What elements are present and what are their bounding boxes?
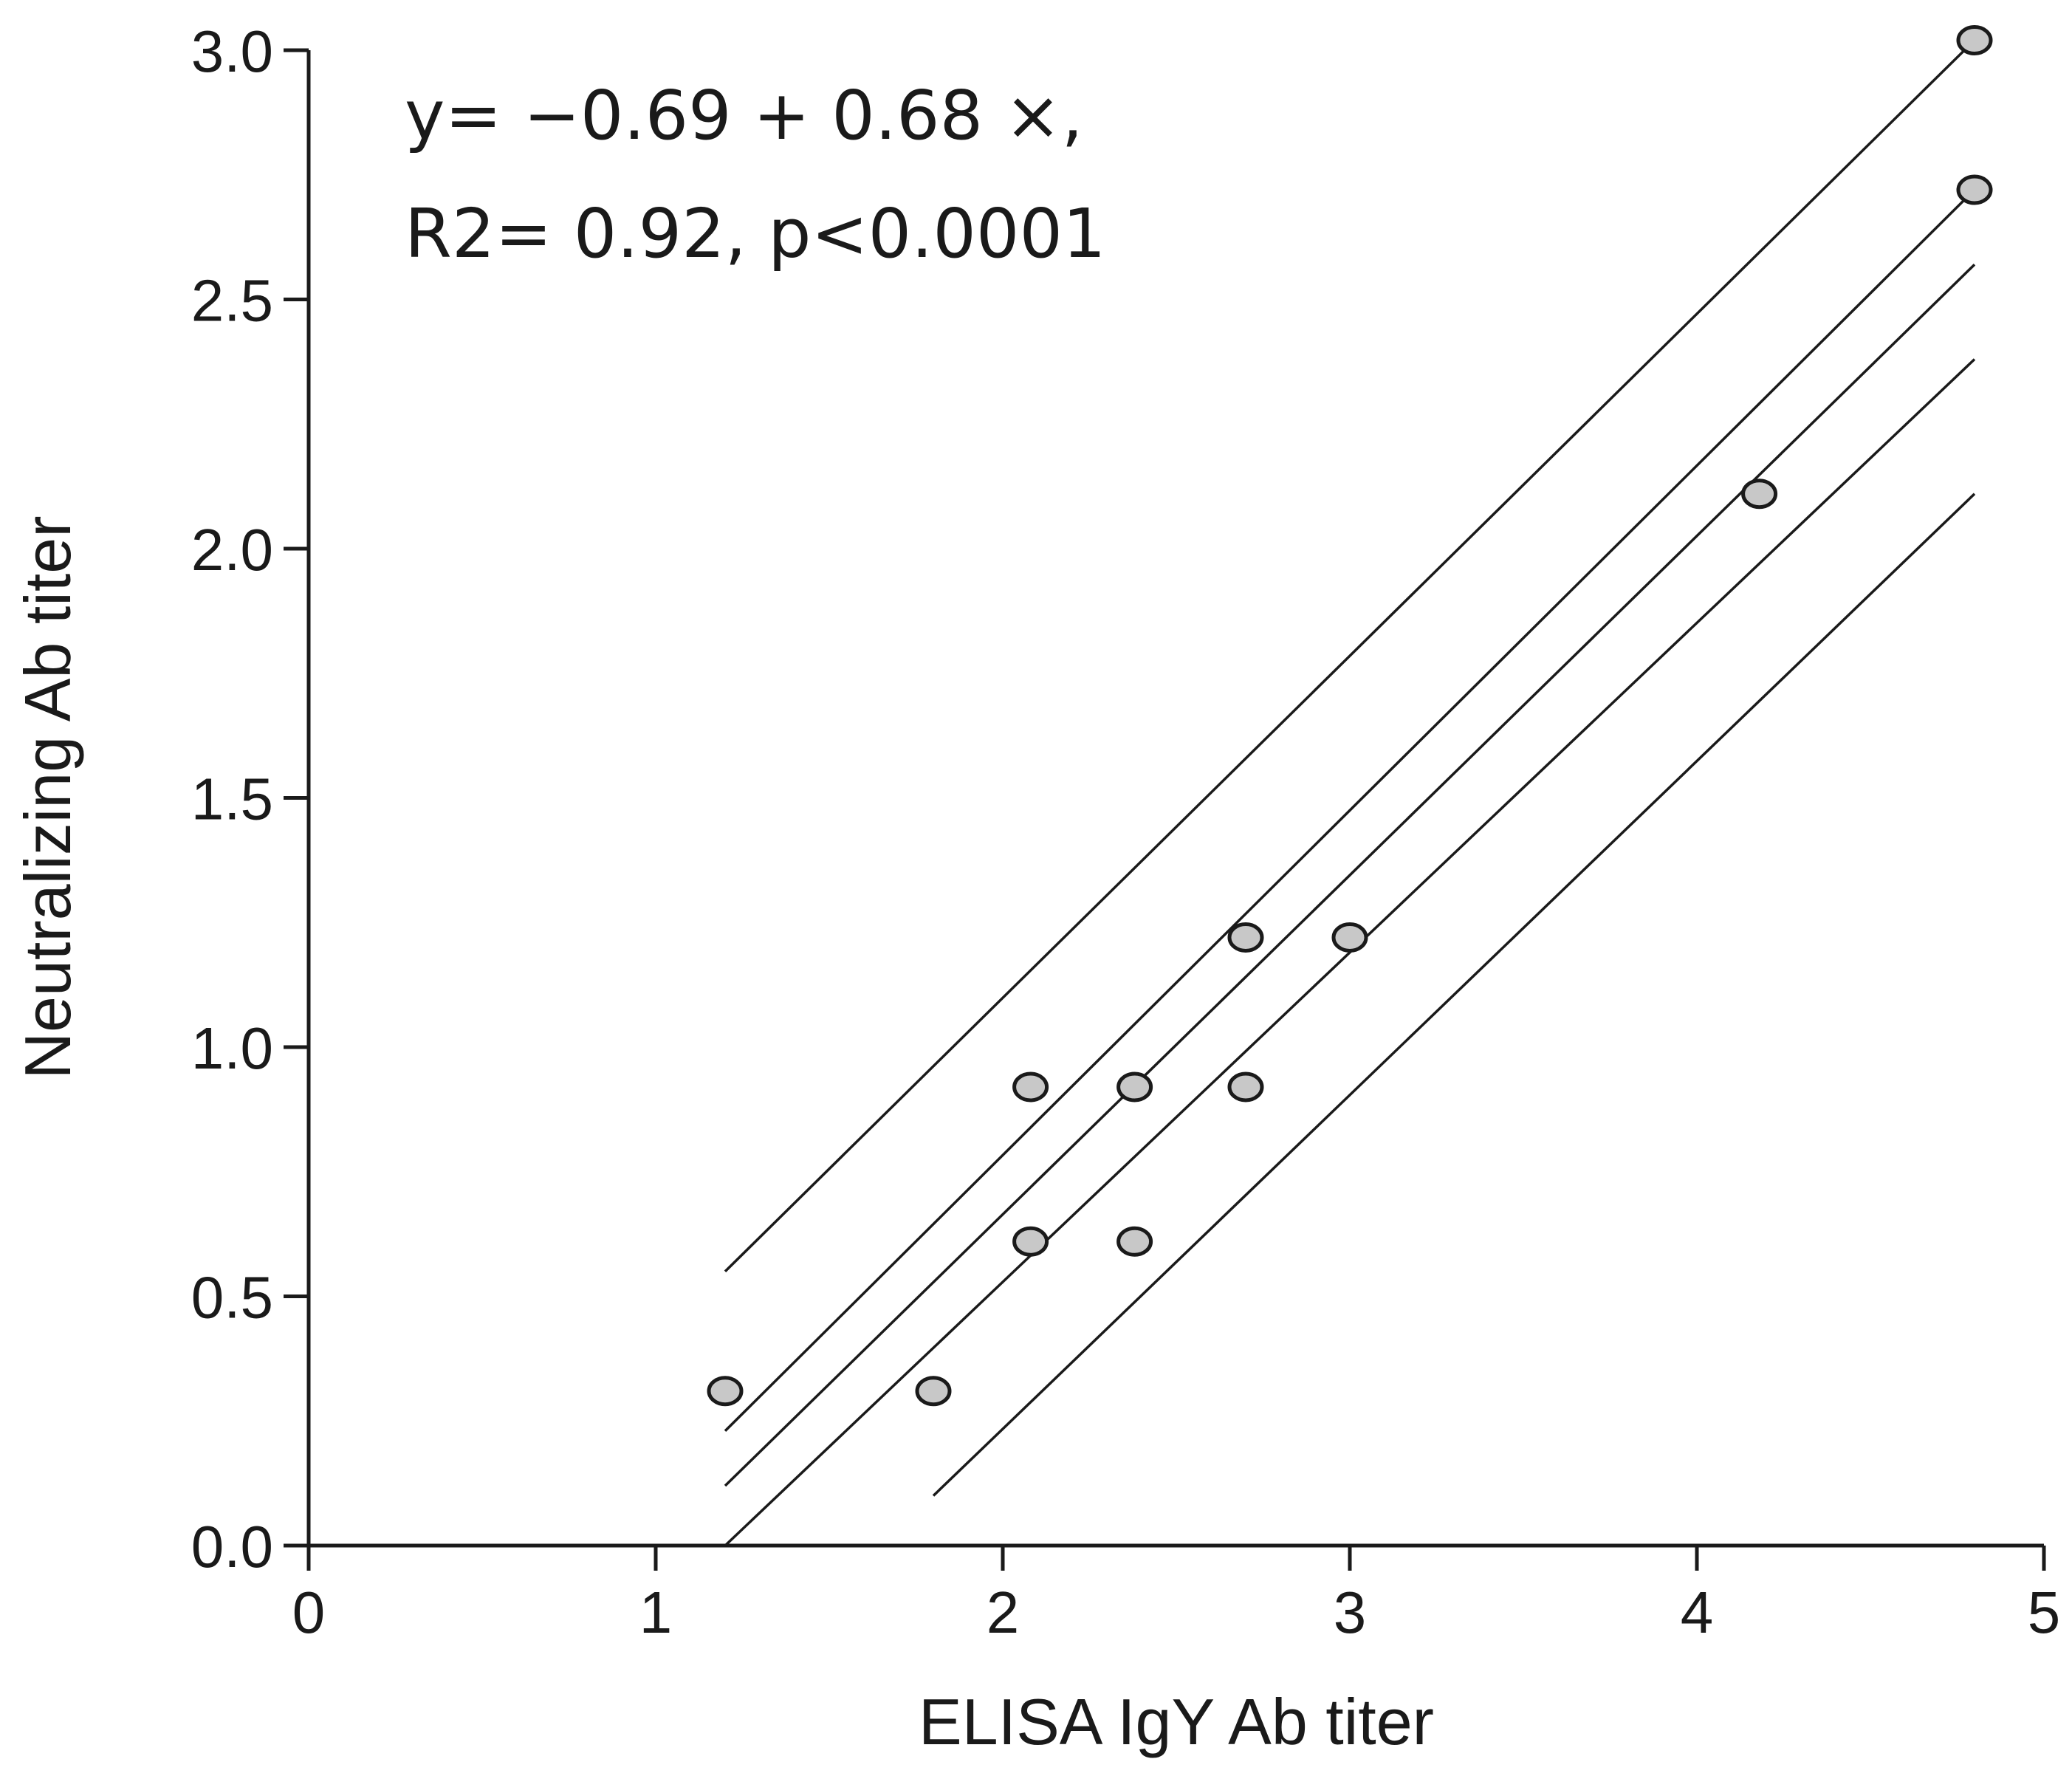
y-tick-label: 2.5 bbox=[191, 268, 273, 334]
data-point bbox=[915, 1376, 952, 1407]
y-axis-title: Neutralizing Ab titer bbox=[11, 515, 84, 1079]
data-point bbox=[1116, 1071, 1153, 1103]
x-tick-label: 3 bbox=[1334, 1580, 1367, 1645]
lower-prediction-band-line bbox=[932, 493, 1976, 1497]
upper-prediction-band-line bbox=[724, 39, 1976, 1272]
data-point bbox=[1741, 479, 1778, 510]
x-axis-ticks: 0 1 2 3 4 5 bbox=[292, 1546, 2061, 1645]
y-tick-label: 2.0 bbox=[191, 517, 273, 583]
x-tick-label: 5 bbox=[2028, 1580, 2061, 1645]
data-point bbox=[1012, 1071, 1049, 1103]
x-tick-label: 4 bbox=[1681, 1580, 1714, 1645]
y-tick-label: 1.5 bbox=[191, 767, 273, 832]
data-point bbox=[1956, 174, 1993, 205]
data-point bbox=[1956, 25, 1993, 55]
x-tick-label: 2 bbox=[987, 1580, 1020, 1645]
y-tick-label: 3.0 bbox=[191, 18, 273, 84]
data-point bbox=[1227, 1071, 1264, 1103]
regression-stats: R2= 0.92, p<0.0001 bbox=[405, 194, 1106, 273]
y-axis-ticks: 0.0 0.5 1.0 1.5 2.0 2.5 3.0 bbox=[191, 18, 309, 1580]
upper-confidence-band-line bbox=[724, 188, 1976, 1432]
data-point bbox=[707, 1376, 744, 1407]
x-tick-label: 1 bbox=[639, 1580, 673, 1645]
data-points bbox=[707, 25, 1993, 1407]
y-tick-label: 0.5 bbox=[191, 1265, 273, 1331]
x-tick-label: 0 bbox=[292, 1580, 326, 1645]
data-point bbox=[1012, 1226, 1049, 1257]
x-axis-title: ELISA IgY Ab titer bbox=[919, 1685, 1434, 1758]
data-point bbox=[1116, 1226, 1153, 1257]
y-tick-label: 1.0 bbox=[191, 1015, 273, 1081]
data-point bbox=[1331, 922, 1368, 953]
y-tick-label: 0.0 bbox=[191, 1514, 273, 1580]
regression-equation: y= −0.69 + 0.68 ×, bbox=[405, 76, 1083, 155]
data-point bbox=[1227, 922, 1264, 953]
regression-lines bbox=[724, 39, 1976, 1547]
regression-fit-line bbox=[724, 263, 1976, 1487]
